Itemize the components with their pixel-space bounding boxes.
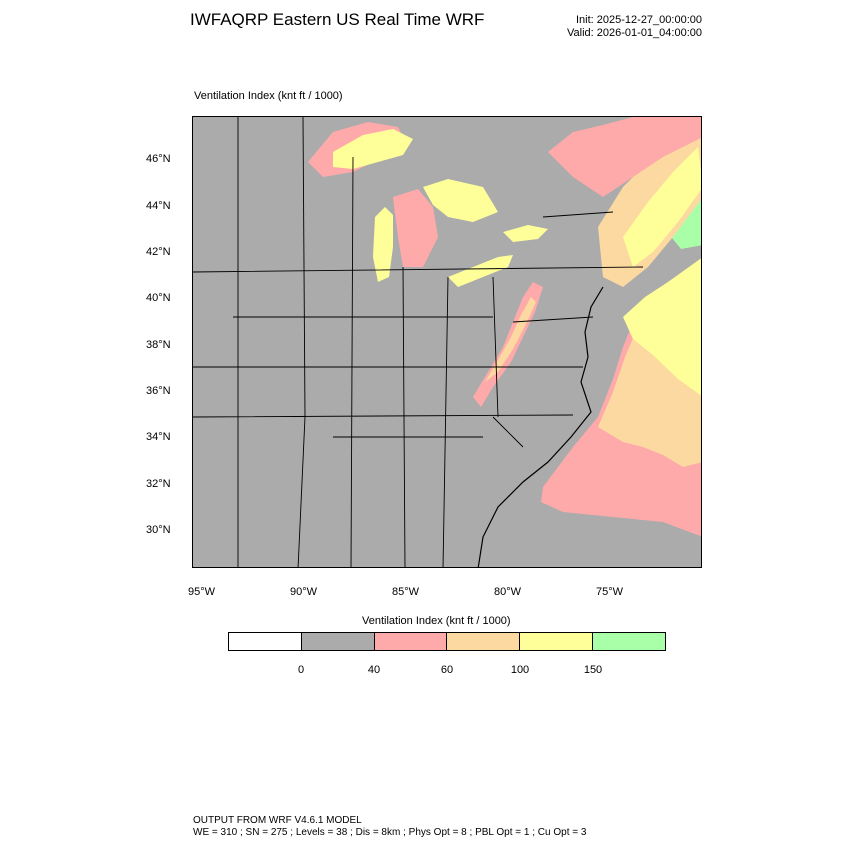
colorbar-swatch-1 [229,633,301,650]
colorbar-tick-0: 0 [297,664,305,676]
valid-time: Valid: 2026-01-01_04:00:00 [567,27,702,39]
lon-label-80w: 80°W [494,586,522,598]
lat-label-40n: 40°N [146,292,171,304]
lake-erie [448,255,513,287]
init-time: Init: 2025-12-27_00:00:00 [576,14,702,26]
lake-michigan [373,207,393,282]
lat-label-34n: 34°N [146,431,171,443]
footer-model: OUTPUT FROM WRF V4.6.1 MODEL [193,815,362,826]
ocean-yellow-band [623,258,701,396]
colorbar-tick-60: 60 [440,664,454,676]
lat-label-38n: 38°N [146,339,171,351]
appalachian-ridge-orange [485,297,536,382]
footer-config: WE = 310 ; SN = 275 ; Levels = 38 ; Dis … [193,827,587,838]
lat-label-46n: 46°N [146,153,171,165]
colorbar-swatch-6 [592,633,665,650]
plot-title: IWFAQRP Eastern US Real Time WRF [190,10,485,29]
canada-pink [548,117,701,197]
colorbar-swatch-5 [519,633,593,650]
field-label: Ventilation Index (knt ft / 1000) [194,90,343,102]
map-canvas [193,117,701,567]
colorbar-title: Ventilation Index (knt ft / 1000) [362,615,511,627]
lat-label-32n: 32°N [146,478,171,490]
coastline [477,286,604,567]
lon-label-95w: 95°W [188,586,216,598]
new-england-yellow [623,147,701,267]
lat-label-44n: 44°N [146,200,171,212]
michigan-pink [393,189,438,267]
colorbar-tick-100: 100 [510,664,530,676]
lon-label-75w: 75°W [596,586,624,598]
colorbar-swatch-3 [373,633,447,650]
colorbar [228,632,666,651]
lat-label-42n: 42°N [146,246,171,258]
colorbar-tick-40: 40 [367,664,381,676]
colorbar-swatch-4 [446,633,520,650]
colorbar-tick-150: 150 [583,664,603,676]
state-borders [193,117,644,567]
lake-huron [423,179,498,222]
lon-label-85w: 85°W [392,586,420,598]
colorbar-swatch-2 [300,633,374,650]
lat-label-36n: 36°N [146,385,171,397]
lake-ontario [503,225,548,242]
lat-label-30n: 30°N [146,524,171,536]
lon-label-90w: 90°W [290,586,318,598]
map-panel [192,116,702,568]
